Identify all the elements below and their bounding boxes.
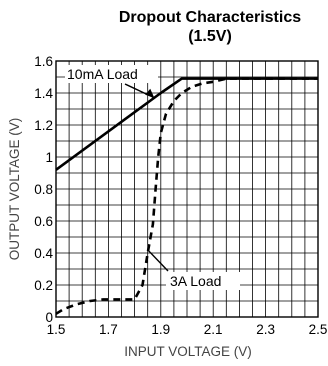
plot-area	[55, 77, 318, 315]
annotation-3a-load: 3A Load	[170, 273, 221, 289]
x-tick-label: 1.7	[99, 322, 118, 337]
x-tick-label: 1.5	[47, 322, 66, 337]
chart-title: Dropout Characteristics	[119, 9, 301, 26]
annotation-10ma-box	[65, 65, 158, 83]
annotation-10ma-load: 10mA Load	[67, 66, 138, 82]
y-tick-label: 1.4	[34, 86, 53, 101]
y-tick-label: 0.2	[34, 278, 53, 293]
x-tick-label: 2.1	[204, 322, 223, 337]
chart-subtitle: (1.5V)	[188, 28, 232, 45]
annotation-3a-leader	[147, 249, 169, 272]
y-tick-label: 1.6	[34, 54, 53, 69]
annotation-10ma-arrowhead	[145, 88, 155, 98]
x-axis-label: INPUT VOLTAGE (V)	[124, 344, 252, 359]
x-tick-label: 2.3	[256, 322, 275, 337]
plot-frame	[55, 60, 319, 318]
x-tick-label: 2.5	[309, 322, 328, 337]
series-line-3a-load	[55, 77, 318, 315]
tick-labels: 1.5 1.7 1.9 2.1 2.3 2.5 0 0.2 0.4 0.6 0.8 1 1.2 1.4 1.…	[34, 54, 327, 337]
series-line-10ma-load	[55, 77, 318, 171]
y-axis-label: OUTPUT VOLTAGE (V)	[7, 118, 22, 261]
y-tick-label: 0	[45, 310, 53, 325]
x-tick-label: 1.9	[151, 322, 170, 337]
y-tick-label: 1	[45, 150, 53, 165]
y-tick-label: 1.2	[34, 118, 53, 133]
annotation-3a-box	[166, 272, 240, 290]
y-tick-label: 0.4	[34, 246, 53, 261]
annotations: 10mA Load 3A Load	[65, 65, 240, 290]
y-tick-label: 0.6	[34, 214, 53, 229]
y-tick-label: 0.8	[34, 182, 53, 197]
